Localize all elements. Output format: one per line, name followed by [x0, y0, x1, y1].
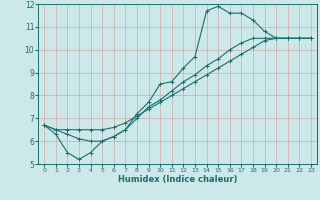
- X-axis label: Humidex (Indice chaleur): Humidex (Indice chaleur): [118, 175, 237, 184]
